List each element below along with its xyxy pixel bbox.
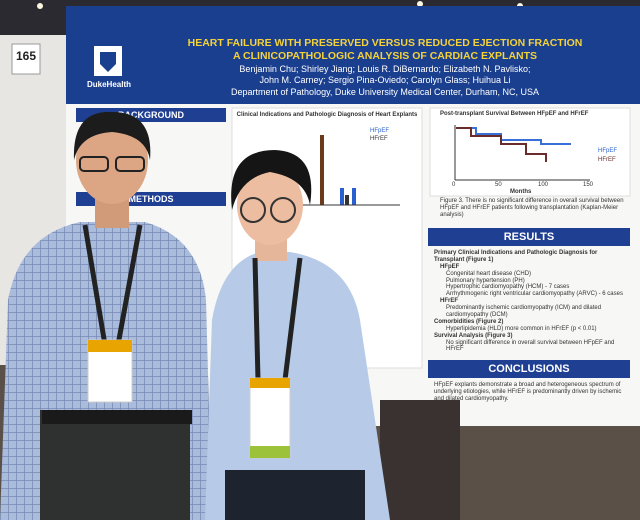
poster-title: HEART FAILURE WITH PRESERVED VERSUS REDU… [187, 37, 583, 49]
legend-entry: HFrEF [370, 136, 388, 142]
x-tick: 150 [583, 182, 594, 188]
x-label: Months [510, 189, 532, 195]
x-tick: 0 [452, 182, 456, 188]
affiliation: Department of Pathology, Duke University… [231, 87, 539, 97]
authors: Benjamin Chu; Shirley Jiang; Louis R. Di… [239, 64, 531, 74]
logo-text: DukeHealth [86, 80, 131, 89]
poster-subtitle: A CLINICOPATHOLOGIC ANALYSIS OF CARDIAC … [232, 50, 538, 62]
result-item: HFpEF [440, 263, 460, 270]
result-item: Primary Clinical Indications and Patholo… [434, 250, 598, 263]
result-item: Congenital heart disease (CHD) [446, 270, 532, 277]
result-item: HFrEF [440, 298, 458, 305]
result-item: Comorbidities (Figure 2) [434, 318, 504, 325]
x-tick: 50 [495, 182, 502, 188]
section-heading: RESULTS [428, 228, 630, 246]
x-tick: 100 [538, 182, 549, 188]
results-list: Primary Clinical Indications and Patholo… [434, 250, 626, 353]
result-item: Hyperlipidemia (HLD) more common in HFrE… [446, 325, 597, 332]
figure-title: Post-transplant Survival Between HFpEF a… [440, 111, 589, 117]
authors: John M. Carney; Sergio Pina-Oviedo; Caro… [259, 75, 511, 85]
person-left [0, 111, 212, 520]
result-item: Hypertrophic cardiomyopathy (HCM) - 7 ca… [446, 284, 570, 291]
figure-caption: Figure 3. There is no significant differ… [440, 198, 624, 218]
legend-entry: HFpEF [598, 148, 618, 154]
conclusions-text: HFpEF explants demonstrate a broad and h… [434, 382, 622, 402]
result-item: Pulmonary hypertension (PH) [446, 277, 525, 284]
legend-entry: HFpEF [370, 128, 390, 134]
section-heading: CONCLUSIONS [428, 360, 630, 378]
figure-title: Clinical Indications and Pathologic Diag… [236, 112, 418, 118]
result-item: No significant difference in overall sur… [446, 339, 615, 353]
result-item: Predominantly ischemic cardiomyopathy (I… [446, 305, 602, 319]
booth-number: 165 [15, 49, 37, 63]
result-item: Arrhythmogenic right ventricular cardiom… [446, 291, 623, 298]
person-right [205, 150, 390, 520]
result-item: Survival Analysis (Figure 3) [434, 332, 513, 339]
legend-entry: HFrEF [598, 157, 616, 163]
